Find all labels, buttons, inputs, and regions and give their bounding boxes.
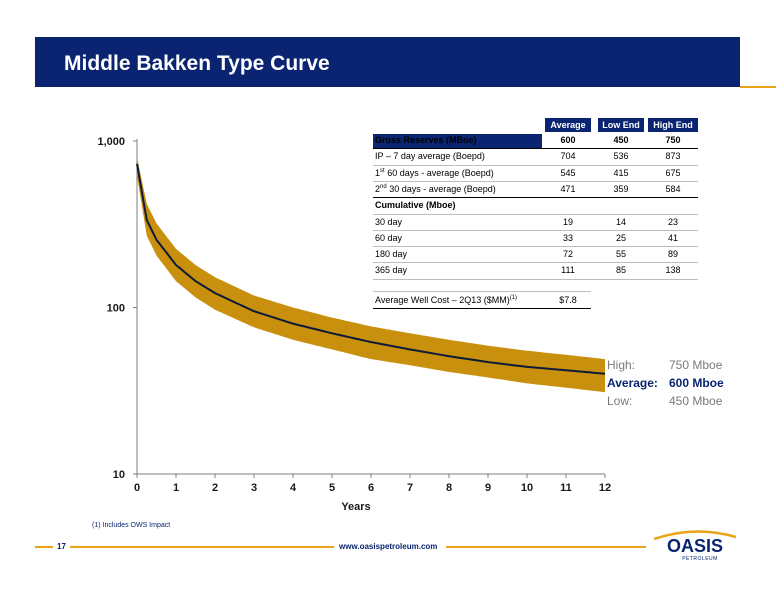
table-row-label: 30 day: [375, 216, 403, 227]
legend-low-value: 450 Mboe: [669, 394, 723, 408]
table-row-divider: [373, 164, 698, 166]
table-row-label: 365 day: [375, 265, 408, 276]
chart-plot-area: [136, 157, 606, 393]
table-cell: 41: [667, 232, 678, 243]
table-cell: 111: [561, 265, 575, 276]
table-cell: 55: [615, 249, 626, 260]
page-number: 17: [57, 542, 66, 551]
table-cell: 23: [667, 216, 678, 227]
table-cell: 675: [665, 167, 681, 178]
y-axis-ticks: 10 100 1,000: [97, 136, 137, 481]
legend-low: Low: 450 Mboe: [607, 392, 724, 410]
footnote: (1) Includes OWS Impact: [92, 522, 171, 529]
table-row-divider: [373, 262, 698, 264]
table-cell: 450: [613, 135, 629, 145]
title-bar: [35, 37, 740, 87]
table-row-label: 1st 60 days - average (Boepd): [375, 167, 494, 178]
table-cell: 584: [665, 183, 681, 194]
x-tick-label: 1: [173, 482, 179, 494]
table-row-label: Cumulative (Mboe): [375, 200, 456, 211]
table-cell: 89: [667, 249, 678, 260]
table-row-divider: [373, 229, 698, 231]
table-cell: 750: [665, 135, 681, 145]
table-row-label: 2nd 30 days - average (Boepd): [375, 183, 496, 194]
footer-line-mid-left: [70, 546, 334, 548]
average-series-line: [136, 163, 606, 375]
table-row-divider: [373, 278, 698, 280]
table-cell: 873: [665, 151, 681, 162]
x-tick-label: 4: [290, 482, 297, 494]
table-cell: 72: [562, 249, 573, 260]
x-tick-label: 5: [329, 482, 335, 494]
legend-high-label: High:: [607, 358, 636, 372]
title-bar-underline: [740, 86, 776, 88]
x-tick-label: 11: [560, 482, 572, 494]
well-cost-topline: [373, 290, 591, 292]
x-axis-ticks: 0 1 2 3 4 5 6 7 8 9 10 11 12: [134, 474, 611, 494]
svg-text:OASIS: OASIS: [667, 536, 723, 556]
y-tick-label: 1,000: [97, 136, 125, 148]
table-row-divider: [373, 180, 698, 182]
legend-average-value: 600 Mboe: [669, 376, 724, 390]
table-row-divider: [373, 246, 698, 248]
table-cell: 536: [613, 151, 629, 162]
svg-text:PETROLEUM: PETROLEUM: [682, 556, 718, 562]
table-row-label: 60 day: [375, 232, 403, 243]
reserves-legend: High: 750 Mboe Average: 600 Mboe Low: 45…: [607, 356, 724, 410]
x-tick-label: 7: [407, 482, 413, 494]
table-header-cell: High End: [648, 118, 698, 132]
table-cell: 33: [562, 232, 573, 243]
table-row-label: Gross Reserves (MBoe): [375, 135, 477, 145]
table-cell: 415: [613, 167, 629, 178]
high-low-range-band: [137, 157, 605, 393]
table-header-cell: Low End: [598, 118, 644, 132]
footer-line-mid-right: [446, 546, 646, 548]
table-section-divider: [373, 148, 698, 150]
y-tick-label: 100: [107, 303, 125, 315]
x-tick-label: 12: [599, 482, 611, 494]
x-tick-label: 0: [134, 482, 140, 494]
x-tick-label: 2: [212, 482, 218, 494]
slide-title: Middle Bakken Type Curve: [64, 52, 330, 75]
chart-axes: [136, 139, 605, 475]
table-cell: 545: [560, 167, 576, 178]
footer-line-left: [35, 546, 53, 548]
table-cell: 138: [665, 265, 681, 276]
table-section-divider: [373, 197, 698, 199]
legend-high-value: 750 Mboe: [669, 358, 723, 372]
table-row-label: IP – 7 day average (Boepd): [375, 151, 485, 162]
table-cell: 14: [615, 216, 626, 227]
table-row-divider: [373, 213, 698, 215]
legend-average: Average: 600 Mboe: [607, 374, 724, 392]
table-cell: 85: [615, 265, 626, 276]
x-tick-label: 3: [251, 482, 257, 494]
well-cost-underline: [373, 307, 591, 309]
y-tick-label: 10: [113, 469, 125, 481]
table-row-label: 180 day: [375, 249, 408, 260]
table-header-cell: Average: [545, 118, 591, 132]
legend-low-label: Low:: [607, 394, 633, 408]
x-tick-label: 6: [368, 482, 374, 494]
oasis-logo: OASIS PETROLEUM: [653, 530, 737, 562]
table-cell: 704: [560, 151, 576, 162]
table-cell: 471: [560, 183, 576, 194]
table-cell: 359: [613, 183, 629, 194]
legend-high: High: 750 Mboe: [607, 356, 724, 374]
table-cell: 19: [562, 216, 573, 227]
table-label-header-bg: [373, 134, 542, 148]
table-cell: 25: [615, 232, 626, 243]
well-cost-label: Average Well Cost – 2Q13 ($MM)(1): [375, 294, 518, 305]
x-tick-label: 9: [485, 482, 491, 494]
well-cost-value: $7.8: [559, 294, 577, 305]
x-axis-label: Years: [341, 501, 370, 513]
x-tick-label: 10: [521, 482, 533, 494]
footer-url[interactable]: www.oasispetroleum.com: [339, 542, 438, 551]
x-tick-label: 8: [446, 482, 452, 494]
title-bar-accent: [740, 37, 776, 87]
legend-average-label: Average:: [607, 376, 658, 390]
table-cell: 600: [560, 135, 576, 145]
